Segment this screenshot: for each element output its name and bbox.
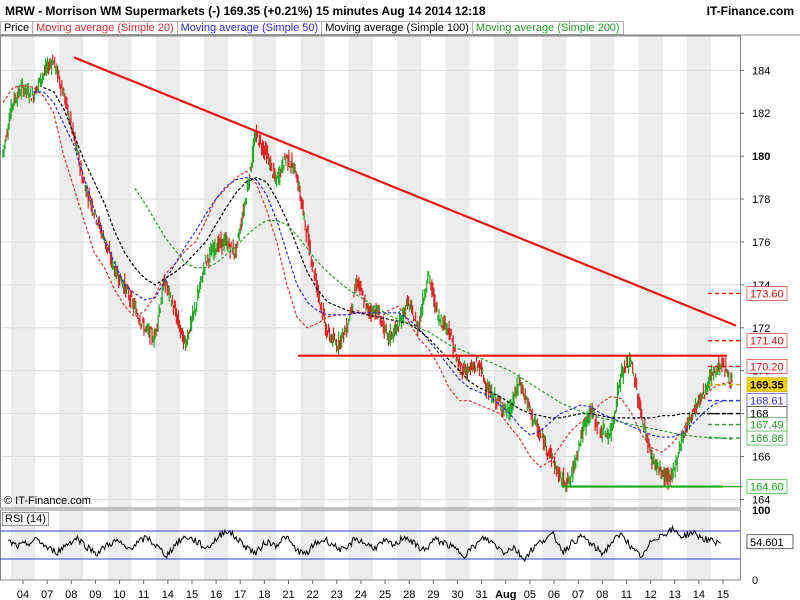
legend: Price Moving average (Simple 20) Moving …: [0, 21, 624, 35]
trend-line: [73, 56, 737, 327]
x-tick-label: 14: [162, 589, 174, 600]
legend-item-price[interactable]: Price: [0, 21, 34, 35]
day-band: [204, 36, 229, 508]
day-band: [348, 36, 373, 508]
x-tick-label: 08: [596, 589, 608, 600]
price-panel-frame: [0, 35, 741, 509]
x-tick-label: 23: [331, 589, 343, 600]
day-band: [638, 510, 663, 580]
rsi-tick-label: 100: [752, 505, 770, 517]
day-band: [686, 36, 711, 508]
x-tick-label: 21: [282, 589, 294, 600]
day-band: [59, 36, 84, 508]
price-tag: [746, 479, 788, 494]
y-tick-label: 178: [752, 194, 770, 206]
x-tick-label: 07: [41, 589, 53, 600]
x-tick-label: 05: [524, 589, 536, 600]
day-band: [204, 510, 229, 580]
price-tag-label: 168.61: [750, 396, 784, 408]
x-tick-label: 07: [572, 589, 584, 600]
x-tick-label: 11: [138, 589, 149, 600]
legend-item-ma200[interactable]: Moving average (Simple 200): [472, 21, 624, 35]
price-tag: [746, 430, 788, 446]
rsi-label: RSI (14): [2, 512, 49, 526]
price-tag-label: 173.60: [750, 288, 784, 300]
x-tick-label: 17: [234, 589, 246, 600]
y-tick-label: 176: [752, 237, 770, 249]
price-tag-label: 171.40: [750, 336, 784, 348]
ma-line-50: [33, 91, 733, 438]
price-tag-label: 167.49: [750, 420, 784, 432]
price-tag-label: 166.86: [750, 433, 784, 445]
day-band: [541, 36, 567, 508]
x-tick-label: 25: [379, 589, 391, 600]
x-tick-label: 04: [17, 589, 29, 600]
x-tick-label: 29: [427, 589, 439, 600]
day-band: [541, 510, 567, 580]
x-tick-label: 15: [717, 589, 729, 600]
y-tick-label: 164: [752, 494, 770, 506]
x-tick-label: 18: [258, 589, 270, 600]
day-band: [107, 510, 132, 580]
day-band: [397, 510, 422, 580]
x-tick-label: 22: [307, 589, 319, 600]
x-tick-label: Aug: [495, 589, 516, 600]
legend-item-ma100[interactable]: Moving average (Simple 100): [322, 21, 473, 35]
x-tick-label: 31: [475, 589, 487, 600]
x-tick-label: 10: [113, 589, 125, 600]
x-tick-label: 08: [65, 589, 77, 600]
day-band: [686, 510, 711, 580]
x-tick-label: 14: [693, 589, 705, 600]
day-band: [300, 510, 325, 580]
day-band: [397, 36, 422, 508]
day-band: [10, 36, 36, 508]
legend-item-ma20[interactable]: Moving average (Simple 20): [33, 21, 178, 35]
title-bar: MRW - Morrison WM Supermarkets (-) 169.3…: [0, 0, 800, 21]
x-tick-label: 13: [669, 589, 681, 600]
chart-title: MRW - Morrison WM Supermarkets (-) 169.3…: [5, 4, 486, 18]
price-tag-label: 169.35: [750, 380, 784, 392]
price-tag: [746, 333, 788, 348]
y-tick-label: 180: [752, 151, 770, 163]
day-band: [107, 36, 132, 508]
x-tick-label: 15: [186, 589, 198, 600]
price-tag: [746, 286, 788, 301]
ma-line-100: [43, 86, 733, 419]
price-tag: [746, 377, 788, 392]
y-tick-label: 172: [752, 323, 770, 335]
x-tick-label: 30: [451, 589, 463, 600]
rsi-line: [7, 524, 721, 563]
x-tick-label: 24: [355, 589, 367, 600]
price-tag-label: 170.20: [750, 361, 784, 373]
y-tick-label: 182: [752, 108, 770, 120]
x-tick-label: 28: [403, 589, 415, 600]
x-tick-label: 16: [210, 589, 222, 600]
x-tick-label: 06: [548, 589, 560, 600]
rsi-panel-frame: [0, 509, 741, 581]
x-tick-label: 11: [621, 589, 632, 600]
y-tick-label: 166: [752, 452, 770, 464]
copyright-label: © IT-Finance.com: [4, 495, 91, 507]
day-band: [155, 510, 180, 580]
rsi-value-label: 54.601: [750, 537, 784, 549]
rsi-value-tag: [746, 534, 794, 550]
ma-line-200: [134, 187, 734, 440]
x-tick-label: 09: [89, 589, 101, 600]
price-tag-label: 164.60: [750, 482, 784, 494]
day-band: [445, 510, 470, 580]
day-band: [638, 36, 663, 508]
brand-label: IT-Finance.com: [706, 4, 794, 18]
day-band: [252, 36, 277, 508]
rsi-tick-label: 0: [752, 575, 758, 587]
x-tick-label: 12: [644, 589, 656, 600]
day-band: [493, 510, 518, 580]
day-band: [445, 36, 470, 508]
price-tag: [746, 359, 788, 374]
y-tick-label: 184: [752, 65, 770, 77]
day-band: [493, 36, 518, 508]
